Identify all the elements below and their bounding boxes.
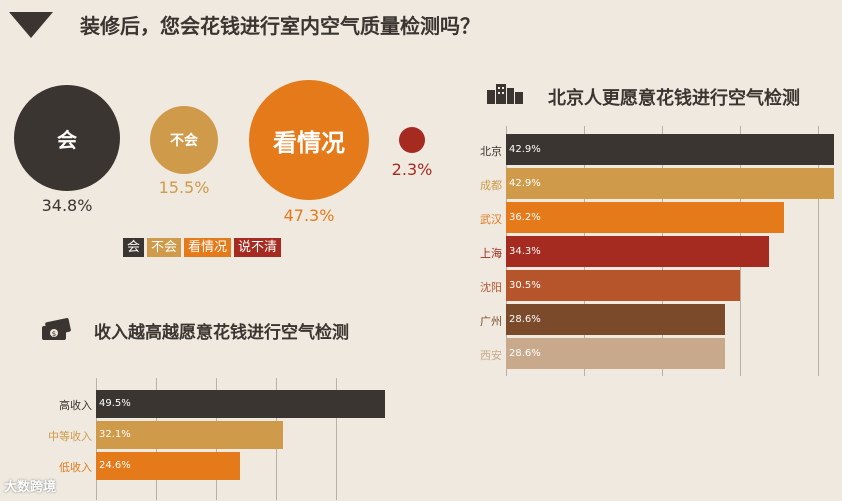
bar bbox=[506, 304, 726, 335]
city-chart-title: 北京人更愿意花钱进行空气检测 bbox=[548, 88, 800, 109]
bar bbox=[506, 270, 740, 301]
bubble-value-2: 47.3% bbox=[283, 206, 335, 225]
legend-item: 会 bbox=[123, 238, 145, 257]
bar bbox=[96, 421, 284, 449]
bubble-value-3: 2.3% bbox=[391, 160, 433, 179]
bubble-value-1: 15.5% bbox=[158, 178, 210, 197]
money-icon: $ bbox=[42, 318, 71, 340]
bar-value-label: 42.9% bbox=[509, 177, 541, 189]
bar-value-label: 30.5% bbox=[509, 279, 541, 291]
bubble-1: 不会 bbox=[150, 106, 218, 174]
gridline bbox=[818, 126, 819, 376]
bar-value-label: 36.2% bbox=[509, 211, 541, 223]
bar-value-label: 34.3% bbox=[509, 245, 541, 257]
bubble-2: 看情况 bbox=[249, 80, 369, 200]
bar-category-label: 北京 bbox=[480, 144, 502, 158]
bar bbox=[506, 202, 784, 233]
bar-category-label: 上海 bbox=[480, 246, 502, 260]
watermark: 大数跨境 bbox=[4, 476, 56, 495]
bar bbox=[506, 236, 769, 267]
legend: 会 不会 看情况 说不清 bbox=[123, 238, 282, 257]
bar-category-label: 沈阳 bbox=[480, 280, 502, 294]
income-chart-title: 收入越高越愿意花钱进行空气检测 bbox=[94, 323, 349, 343]
gridline bbox=[336, 378, 337, 500]
triangle-marker-icon bbox=[9, 12, 53, 38]
svg-text:$: $ bbox=[52, 330, 56, 338]
bar-value-label: 28.6% bbox=[509, 347, 541, 359]
bar bbox=[506, 168, 834, 199]
bar bbox=[96, 452, 240, 480]
bar-category-label: 成都 bbox=[480, 178, 502, 192]
bar-value-label: 32.1% bbox=[99, 429, 131, 440]
bar-category-label: 高收入 bbox=[59, 399, 92, 412]
bar-category-label: 低收入 bbox=[59, 461, 92, 474]
legend-item: 不会 bbox=[147, 238, 182, 257]
bar-category-label: 西安 bbox=[480, 348, 502, 362]
bar bbox=[96, 390, 385, 418]
legend-item: 说不清 bbox=[234, 238, 282, 257]
bar-category-label: 广州 bbox=[480, 314, 502, 328]
bar-value-label: 42.9% bbox=[509, 143, 541, 155]
bar-value-label: 28.6% bbox=[509, 313, 541, 325]
bubble-3 bbox=[399, 127, 425, 153]
bar-value-label: 24.6% bbox=[99, 460, 131, 471]
bubble-value-0: 34.8% bbox=[41, 196, 93, 215]
page-title: 装修后，您会花钱进行室内空气质量检测吗？ bbox=[80, 14, 480, 38]
bar-value-label: 49.5% bbox=[99, 398, 131, 409]
legend-item: 看情况 bbox=[184, 238, 232, 257]
bar bbox=[506, 338, 726, 369]
bar-category-label: 武汉 bbox=[480, 212, 502, 226]
bar bbox=[506, 134, 834, 165]
bar-category-label: 中等收入 bbox=[48, 430, 92, 443]
watermark-text: 大数跨境 bbox=[4, 480, 57, 495]
city-icon bbox=[487, 84, 523, 104]
bubble-0: 会 bbox=[14, 85, 120, 191]
